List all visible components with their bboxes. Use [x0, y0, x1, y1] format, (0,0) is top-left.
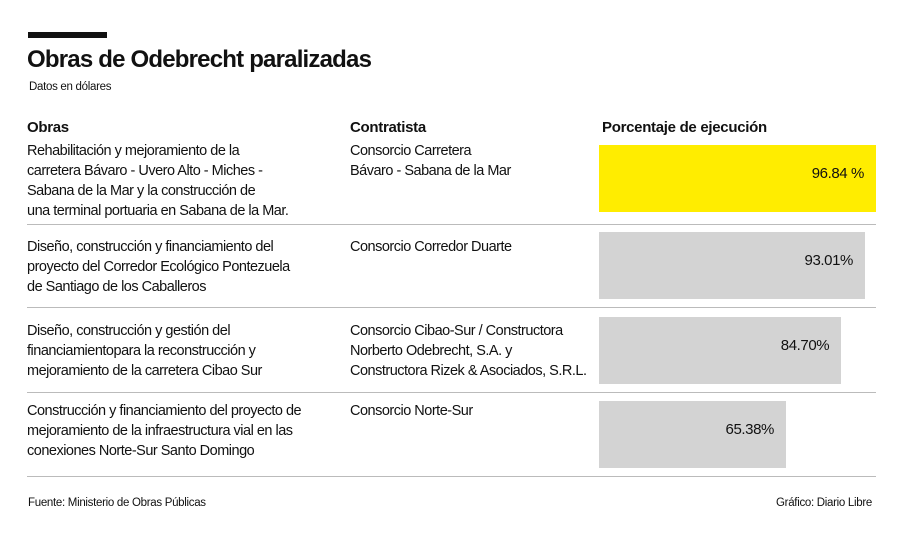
obra-text-line: carretera Bávaro - Uvero Alto - Miches -	[27, 163, 263, 179]
percentage-bar	[599, 317, 842, 384]
row-divider	[27, 307, 876, 308]
obra-text-line: una terminal portuaria en Sabana de la M…	[27, 203, 289, 219]
contratista-text-line: Consorcio Norte-Sur	[350, 403, 473, 419]
obra-text-line: Construcción y financiamiento del proyec…	[27, 403, 302, 419]
percentage-bar	[599, 401, 786, 468]
contratista-text-line: Norberto Odebrecht, S.A. y	[350, 343, 512, 359]
row-divider	[27, 476, 876, 477]
contratista-text-line: Consorcio Cibao-Sur / Constructora	[350, 323, 563, 339]
percentage-bar	[599, 145, 876, 212]
header-contratista: Contratista	[350, 119, 426, 136]
obra-text-line: Diseño, construcción y financiamiento de…	[27, 239, 274, 255]
obra-text-line: mejoramiento de la carretera Cibao Sur	[27, 363, 262, 379]
percentage-label: 84.70%	[780, 337, 830, 354]
obra-text-line: de Santiago de los Caballeros	[27, 279, 206, 295]
row-divider	[27, 392, 876, 393]
source-note: Fuente: Ministerio de Obras Públicas	[28, 497, 206, 509]
header-porcentaje: Porcentaje de ejecución	[602, 119, 767, 136]
obra-text-line: conexiones Norte-Sur Santo Domingo	[27, 443, 255, 459]
obra-text-line: proyecto del Corredor Ecológico Pontezue…	[27, 259, 290, 275]
percentage-label: 96.84 %	[811, 165, 865, 182]
percentage-label: 93.01%	[804, 252, 854, 269]
chart-subtitle: Datos en dólares	[29, 81, 112, 93]
percentage-bar	[599, 232, 865, 299]
obra-text-line: mejoramiento de la infraestructura vial …	[27, 423, 293, 439]
chart-title: Obras de Odebrecht paralizadas	[27, 46, 372, 73]
header-obras: Obras	[27, 119, 69, 136]
contratista-text-line: Consorcio Carretera	[350, 143, 472, 159]
contratista-text-line: Bávaro - Sabana de la Mar	[350, 163, 511, 179]
contratista-text-line: Constructora Rizek & Asociados, S.R.L.	[350, 363, 587, 379]
obra-text-line: Sabana de la Mar y la construcción de	[27, 183, 256, 199]
percentage-label: 65.38%	[725, 421, 775, 438]
contratista-text-line: Consorcio Corredor Duarte	[350, 239, 512, 255]
row-divider	[27, 224, 876, 225]
obra-text-line: financiamientopara la reconstrucción y	[27, 343, 256, 359]
credit-note: Gráfico: Diario Libre	[776, 497, 872, 509]
obra-text-line: Diseño, construcción y gestión del	[27, 323, 231, 339]
obra-text-line: Rehabilitación y mejoramiento de la	[27, 143, 240, 159]
title-accent-bar	[28, 32, 107, 38]
